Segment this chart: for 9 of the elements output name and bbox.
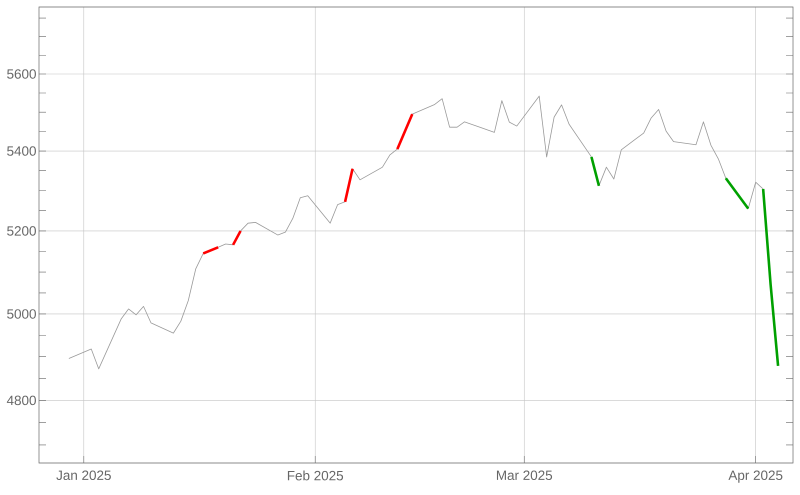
- y-tick-label: 5200: [7, 226, 36, 236]
- x-tick-label: Jan 2025: [56, 470, 111, 480]
- y-tick-label: 5000: [7, 309, 36, 319]
- y-tick-label: 5400: [7, 146, 36, 156]
- y-tick-label: 5600: [7, 69, 36, 79]
- x-tick-label: Mar 2025: [496, 470, 552, 480]
- y-tick-label: 4800: [6, 396, 36, 406]
- x-tick-label: Apr 2025: [728, 470, 782, 483]
- x-tick-label: Feb 2025: [288, 470, 344, 480]
